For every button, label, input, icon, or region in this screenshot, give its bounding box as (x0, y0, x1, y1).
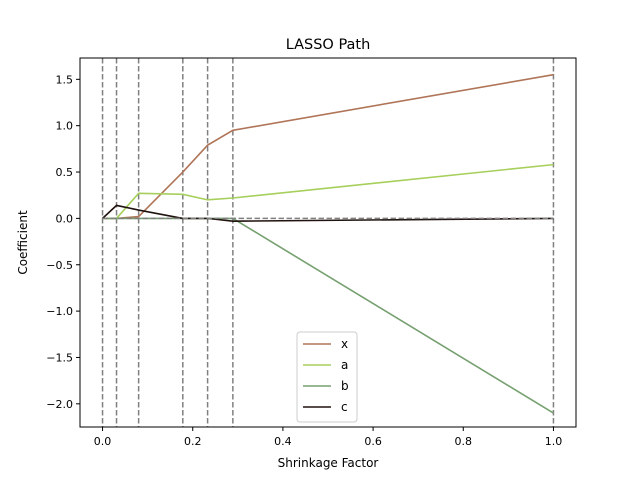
y-tick-label: 0.5 (56, 166, 74, 179)
x-tick-label: 0.4 (274, 435, 292, 448)
legend-label-b: b (341, 379, 349, 393)
x-axis-ticks: 0.0 0.2 0.4 0.6 0.8 1.0 (94, 427, 562, 448)
legend-label-c: c (341, 400, 348, 414)
x-tick-label: 0.0 (94, 435, 112, 448)
x-axis-label: Shrinkage Factor (278, 456, 379, 470)
y-tick-label: 1.5 (56, 73, 74, 86)
legend-label-a: a (341, 358, 348, 372)
x-tick-label: 0.6 (364, 435, 382, 448)
axes-frame (79, 57, 577, 428)
y-tick-label: −1.0 (46, 305, 73, 318)
y-tick-label: 1.0 (56, 120, 74, 133)
legend-label-x: x (341, 337, 348, 351)
y-tick-label: −1.5 (46, 351, 73, 364)
y-tick-label: −0.5 (46, 259, 73, 272)
chart-title: LASSO Path (286, 37, 371, 53)
y-axis-label: Coefficient (16, 210, 30, 275)
y-tick-label: 0.0 (56, 212, 74, 225)
y-tick-label: −2.0 (46, 398, 73, 411)
x-tick-label: 0.8 (455, 435, 473, 448)
x-tick-label: 0.2 (184, 435, 202, 448)
y-axis-ticks: −2.0 −1.5 −1.0 −0.5 0.0 0.5 1.0 1.5 (46, 73, 80, 411)
plot-area (101, 58, 555, 427)
x-tick-label: 1.0 (545, 435, 563, 448)
legend-box (296, 331, 358, 423)
